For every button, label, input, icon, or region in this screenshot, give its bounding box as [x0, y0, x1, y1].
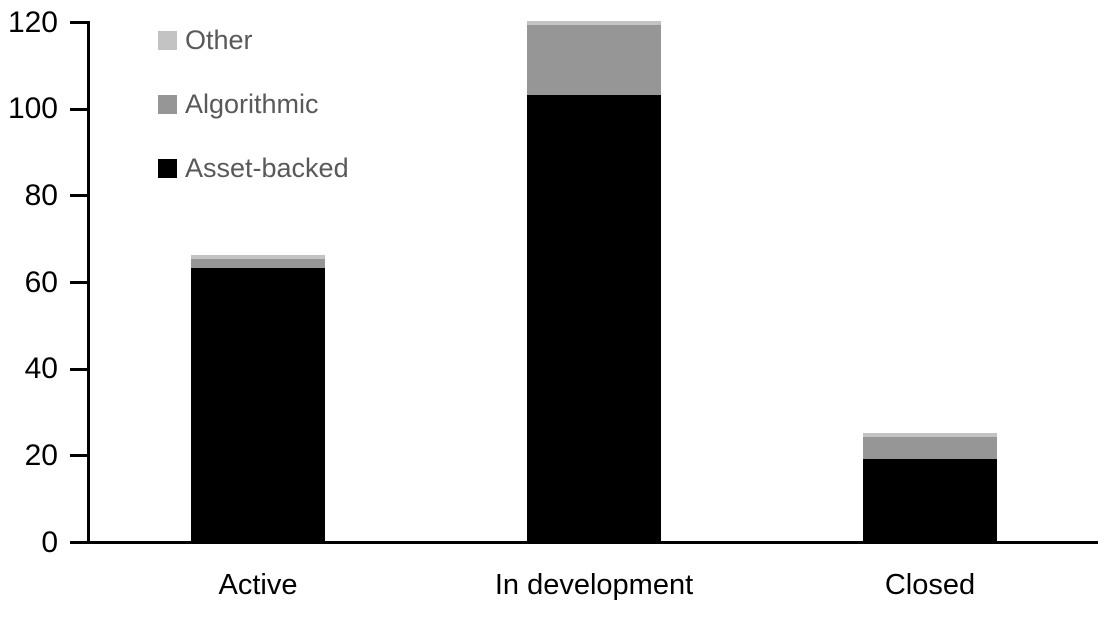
- legend-swatch-icon: [158, 30, 177, 50]
- x-category-label: In development: [494, 569, 694, 601]
- y-tick-label: 100: [7, 92, 58, 126]
- legend-swatch-icon: [158, 94, 177, 114]
- y-tick-mark: [70, 541, 90, 544]
- bar-segment-asset-backed: [527, 94, 661, 541]
- legend-label: Asset-backed: [185, 153, 349, 183]
- y-tick-mark: [70, 194, 90, 198]
- y-tick-mark: [70, 454, 90, 458]
- legend-label: Algorithmic: [185, 89, 319, 119]
- y-tick-mark: [70, 21, 90, 24]
- y-tick-label: 40: [24, 352, 58, 386]
- bar-segment-other: [863, 432, 997, 437]
- bar-segment-asset-backed: [191, 268, 325, 541]
- y-tick-mark: [70, 367, 90, 371]
- bar-segment-algorithmic: [191, 259, 325, 268]
- bar-segment-other: [527, 21, 661, 26]
- x-category-label: Closed: [884, 569, 976, 601]
- y-tick-label: 0: [41, 525, 58, 559]
- legend-item-asset-backed: Asset-backed: [158, 152, 349, 184]
- y-tick-label: 60: [24, 265, 58, 299]
- bar-segment-asset-backed: [863, 458, 997, 541]
- x-axis-line: [70, 541, 1098, 544]
- y-tick-label: 20: [24, 438, 58, 472]
- bar-segment-algorithmic: [527, 25, 661, 95]
- y-tick-mark: [70, 281, 90, 284]
- bar-segment-algorithmic: [863, 437, 997, 459]
- y-tick-mark: [70, 107, 90, 111]
- legend-item-algorithmic: Algorithmic: [158, 88, 319, 120]
- legend-label: Other: [185, 25, 253, 55]
- x-category-label: Active: [218, 569, 298, 601]
- bar-segment-other: [191, 255, 325, 260]
- y-tick-label: 120: [7, 5, 58, 39]
- legend-swatch-icon: [158, 158, 177, 178]
- legend-item-other: Other: [158, 24, 253, 56]
- y-tick-label: 80: [24, 178, 58, 212]
